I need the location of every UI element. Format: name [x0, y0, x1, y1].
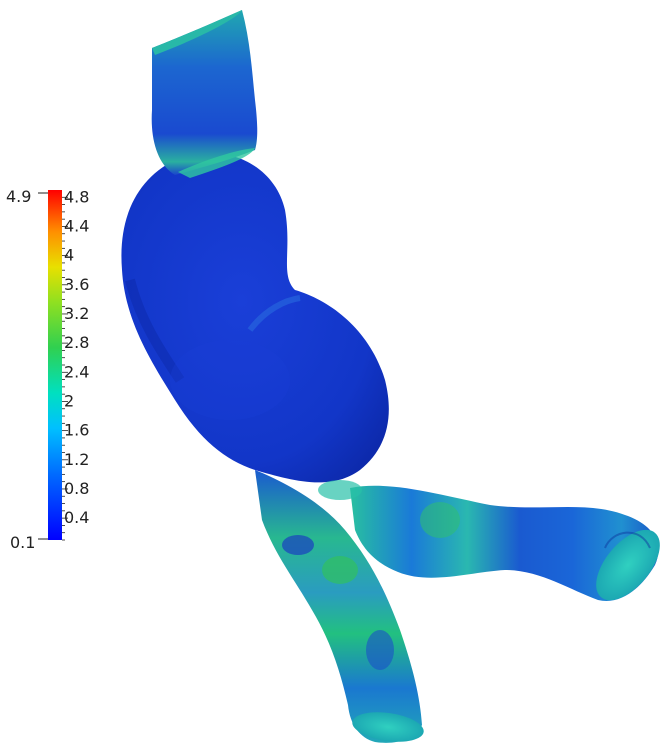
aneurysm-body [121, 153, 389, 483]
proximal-neck [151, 10, 258, 175]
colorbar-tick-label: 3.2 [64, 304, 89, 323]
colorbar-tick-label: 4.4 [64, 216, 89, 235]
vessel-surface [121, 10, 660, 743]
colorbar-tick-label: 4.8 [64, 187, 89, 206]
colorbar-tick-label: 3.6 [64, 275, 89, 294]
colorbar-tick-label: 2.4 [64, 362, 89, 381]
right-branch-cap [596, 529, 660, 601]
colorbar-tick-label: 1.2 [64, 450, 89, 469]
colorbar-ticks [62, 196, 68, 541]
colorbar-tick-label: 4 [64, 246, 74, 265]
colorbar-tick-label: 0.8 [64, 479, 89, 498]
colorbar-tick-label: 2.8 [64, 333, 89, 352]
left-branch-cap [352, 712, 424, 742]
colorbar-tick-labels: 4.8 4.4 4 3.6 3.2 2.8 2.4 2 1.6 1.2 0.8 0.4 [64, 187, 89, 527]
colorbar-max-label: 4.9 [6, 187, 31, 206]
proximal-cap [152, 10, 242, 55]
colorbar-min-label: 0.1 [10, 533, 35, 552]
colorbar-tick-label: 0.4 [64, 508, 89, 527]
colorbar-tick-label: 1.6 [64, 421, 89, 440]
colorbar-gradient [48, 190, 62, 540]
colorbar-legend: 4.9 0.1 4.8 4.4 4 3.6 3.2 2.8 2.4 2 1.6 1.2 0.8 0.4 [6, 187, 89, 552]
colorbar-tick-label: 2 [64, 391, 74, 410]
